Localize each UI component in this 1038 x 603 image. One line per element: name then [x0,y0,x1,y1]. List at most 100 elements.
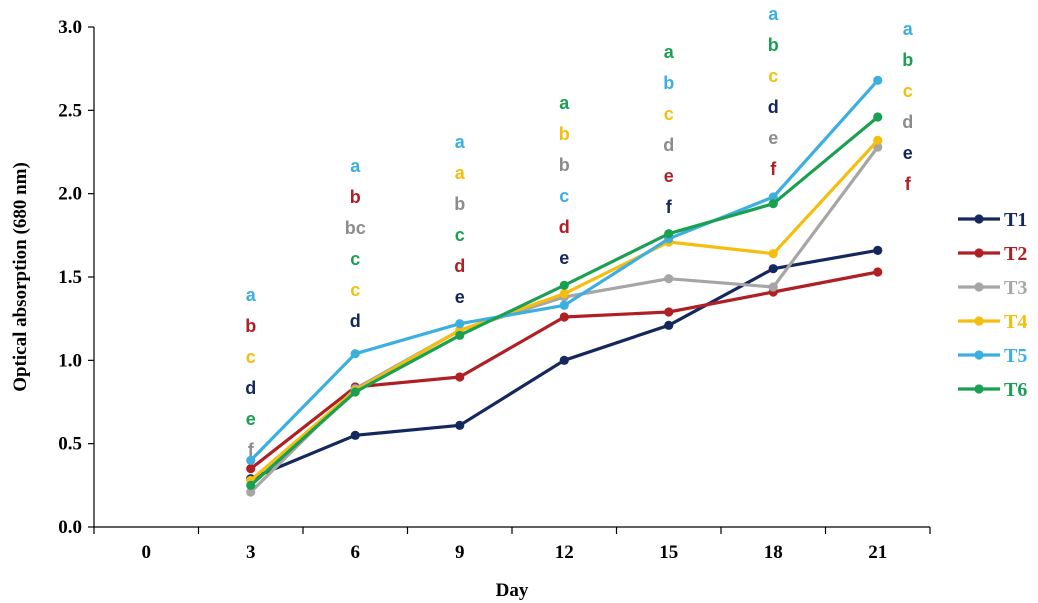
data-point [246,455,256,465]
y-tick-label: 1.5 [58,267,82,288]
significance-letter: c [455,225,465,245]
data-point [559,300,569,310]
legend-marker [974,248,984,258]
data-point [559,289,569,299]
legend-label: T3 [1004,277,1027,299]
significance-letter: d [350,311,361,331]
x-axis-title: Day [496,580,529,601]
significance-letter: bc [345,218,366,238]
data-point [455,319,465,329]
significance-letter: b [454,194,465,214]
significance-letter: d [559,217,570,237]
significance-letter: a [559,93,570,113]
data-point [664,320,674,330]
data-point [559,280,569,290]
y-tick-label: 0.5 [58,434,82,455]
significance-letter: f [248,440,255,460]
data-point [768,264,778,274]
legend-item-t6: T6 [958,379,1027,401]
data-point [350,387,360,397]
data-point [664,307,674,317]
y-axis-ticks: 0.0 0.5 1.0 1.5 2.0 2.5 3.0 [58,17,94,538]
data-point [455,420,465,430]
data-point [873,75,883,85]
legend: T1 T2 T3 T4 T5 T6 [958,209,1027,401]
legend-marker [974,350,984,360]
x-tick-label: 0 [142,542,152,563]
data-point [768,192,778,202]
significance-letter: d [454,256,465,276]
significance-letter: e [559,248,569,268]
legend-label: T5 [1004,345,1027,367]
data-point [768,199,778,209]
significance-letter: d [902,112,913,132]
data-point [873,135,883,145]
significance-letter: e [903,143,913,163]
significance-letter: c [350,280,360,300]
legend-marker [974,282,984,292]
significance-letter: e [664,166,674,186]
significance-letter: c [664,104,674,124]
significance-letter: f [770,159,777,179]
significance-letter: d [245,378,256,398]
significance-letter: a [768,4,779,24]
significance-letter: e [246,409,256,429]
significance-letter: b [902,50,913,70]
significance-letter: b [559,155,570,175]
data-point [873,112,883,122]
legend-item-t3: T3 [958,277,1027,299]
data-point [350,430,360,440]
significance-letter: d [768,97,779,117]
x-tick-label: 3 [246,542,256,563]
data-point [455,372,465,382]
legend-item-t2: T2 [958,243,1027,265]
y-axis-title: Optical absorption (680 nm) [10,162,31,392]
significance-letter: a [246,285,257,305]
significance-letter: f [666,197,673,217]
significance-letter: b [350,187,361,207]
data-point [455,330,465,340]
significance-letter: b [768,35,779,55]
data-point [246,480,256,490]
significance-letter: a [664,42,675,62]
x-axis-ticks: 0 3 6 9 12 15 18 21 [93,527,931,563]
x-tick-label: 12 [555,542,574,563]
x-tick-label: 21 [868,542,887,563]
significance-letter: d [663,135,674,155]
data-point [559,355,569,365]
significance-letter: c [559,186,569,206]
significance-letter: c [350,249,360,269]
significance-letter: f [905,174,912,194]
data-point [559,312,569,322]
data-point [873,245,883,255]
x-tick-label: 18 [764,542,783,563]
data-point [664,274,674,284]
legend-label: T2 [1004,243,1027,265]
legend-label: T1 [1004,209,1027,231]
data-point [768,282,778,292]
data-point [664,229,674,239]
data-point [246,464,256,474]
data-point [350,349,360,359]
significance-letter: c [246,347,256,367]
legend-label: T6 [1004,379,1027,401]
legend-item-t5: T5 [958,345,1027,367]
significance-letter: c [768,66,778,86]
significance-letter: a [903,19,914,39]
significance-letter: a [455,132,466,152]
series-layer [246,75,883,497]
y-tick-label: 1.0 [58,350,82,371]
significance-letter: a [455,163,466,183]
x-tick-label: 9 [455,542,465,563]
series-t1 [246,245,883,484]
data-point [246,487,256,497]
significance-letter: b [245,316,256,336]
x-tick-label: 6 [351,542,361,563]
legend-marker [974,214,984,224]
